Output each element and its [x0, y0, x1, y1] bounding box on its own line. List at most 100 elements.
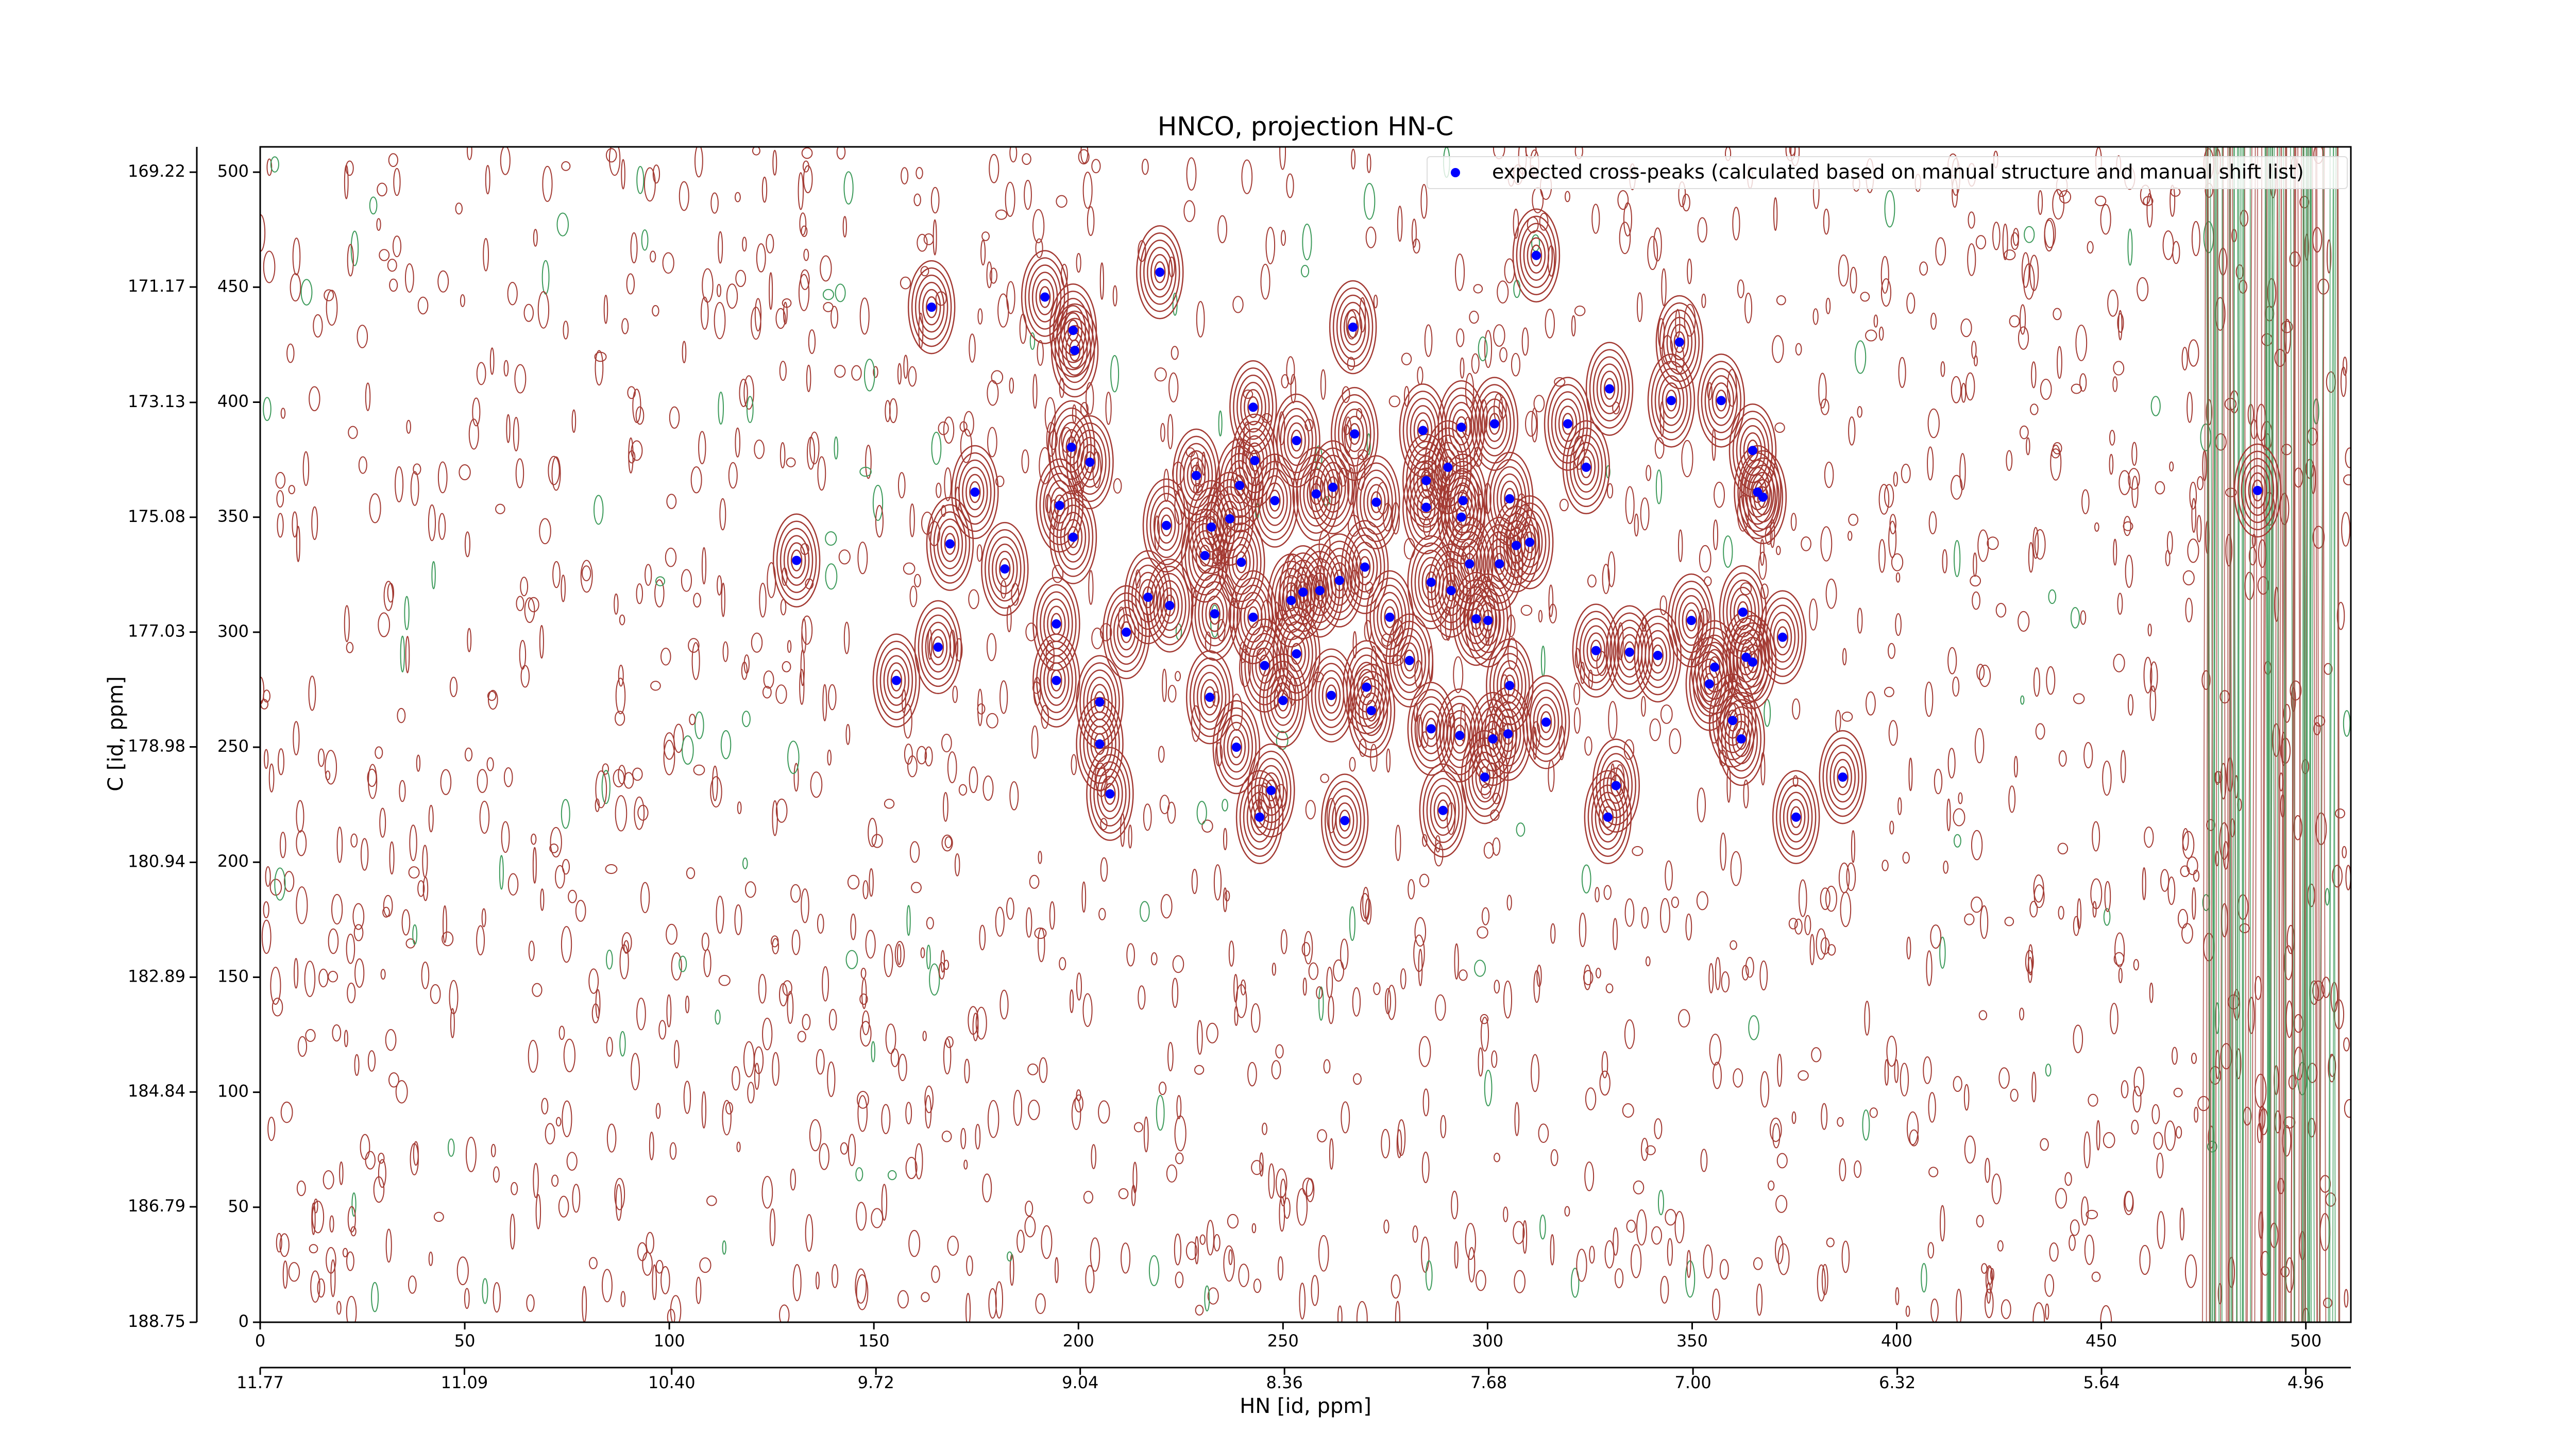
noise-contour: [2049, 1242, 2059, 1262]
peak-contour: [1775, 777, 1817, 857]
noise-contour: [1281, 374, 1289, 389]
noise-contour: [1262, 1122, 1267, 1135]
noise-contour: [1605, 983, 1614, 993]
noise-contour: [459, 464, 471, 480]
noise-contour: [1939, 1205, 1945, 1242]
noise-contour: [803, 248, 809, 261]
noise-contour: [1714, 481, 1725, 508]
noise-contour: [2012, 228, 2020, 246]
noise-contour: [1167, 801, 1176, 824]
noise-contour: [541, 1098, 549, 1115]
noise-contour: [1971, 830, 1983, 861]
noise-contour: [395, 1080, 408, 1104]
noise-contour: [645, 564, 652, 586]
peak-contour: [1142, 478, 1191, 572]
peak-contour: [1235, 770, 1284, 865]
noise-contour: [977, 308, 983, 325]
x-tick-label: 250: [1267, 1331, 1299, 1351]
noise-contour: [417, 296, 429, 315]
noise-contour: [986, 633, 997, 661]
peak-contour: [1083, 711, 1116, 777]
noise-contour: [968, 589, 979, 610]
peak-contour: [1685, 609, 1698, 632]
noise-contour: [1991, 1173, 2002, 1205]
noise-contour: [483, 238, 489, 272]
noise-contour: [2325, 888, 2330, 906]
noise-contour: [1204, 1285, 1210, 1312]
solvent-band: [2217, 147, 2220, 1322]
cross-peak: [1581, 462, 1591, 472]
noise-contour: [1329, 1138, 1334, 1170]
noise-contour: [270, 156, 279, 173]
noise-contour: [1302, 224, 1312, 261]
noise-contour: [503, 767, 513, 787]
noise-contour: [377, 182, 387, 197]
noise-contour: [311, 1202, 316, 1235]
peak-contour: [1143, 240, 1177, 305]
noise-contour: [976, 544, 982, 562]
noise-contour: [938, 421, 949, 435]
noise-contour: [393, 168, 401, 196]
x2-tick-label: 4.96: [2287, 1373, 2324, 1392]
solvent-band: [2297, 147, 2302, 1322]
noise-contour: [603, 294, 608, 324]
noise-contour: [1674, 1211, 1685, 1243]
peak-contour: [1554, 398, 1581, 449]
noise-contour: [2006, 450, 2013, 471]
peak-contour: [1248, 633, 1281, 698]
peak-contour: [1093, 761, 1127, 827]
noise-contour: [308, 676, 316, 711]
peak-contour: [1393, 628, 1426, 694]
noise-contour: [1366, 153, 1371, 173]
peak-contour: [1599, 753, 1633, 818]
noise-contour: [1514, 1270, 1526, 1293]
cross-peak: [1085, 457, 1095, 467]
noise-contour: [279, 1233, 290, 1257]
peak-contour: [1637, 615, 1678, 696]
noise-contour: [1891, 553, 1904, 571]
peak-contour: [1321, 677, 1341, 714]
noise-contour: [2344, 1099, 2351, 1118]
noise-contour: [1538, 610, 1543, 622]
peak-contour: [1069, 339, 1081, 362]
noise-contour: [1506, 895, 1512, 911]
noise-contour: [408, 1275, 417, 1294]
peak-contour: [1058, 317, 1092, 383]
noise-contour: [1550, 923, 1556, 944]
noise-contour: [503, 360, 509, 377]
noise-contour: [2248, 546, 2257, 566]
noise-contour: [296, 526, 300, 562]
noise-contour: [1571, 1268, 1580, 1298]
cross-peak: [1248, 612, 1258, 622]
noise-contour: [1841, 1240, 1850, 1273]
noise-contour: [2118, 310, 2123, 341]
peak-contour: [1084, 451, 1096, 474]
noise-contour: [2050, 444, 2062, 481]
y2-tick-label: 180.94: [128, 851, 185, 871]
noise-contour: [931, 1265, 940, 1283]
noise-contour: [1589, 1245, 1595, 1264]
peak-contour: [1263, 661, 1303, 740]
y2-tick-label: 175.08: [128, 507, 185, 526]
y2-tick-label: 177.03: [128, 621, 185, 641]
noise-contour: [1110, 355, 1120, 393]
noise-contour: [1951, 376, 1962, 403]
peak-contour: [1441, 387, 1482, 467]
noise-contour: [2181, 923, 2193, 944]
noise-contour: [2058, 750, 2067, 767]
noise-contour: [466, 147, 472, 160]
peak-contour: [1573, 442, 1600, 493]
peak-contour: [1822, 737, 1863, 817]
cross-peak: [1235, 481, 1245, 491]
noise-contour: [1998, 1067, 2010, 1089]
noise-contour: [1206, 1022, 1218, 1043]
peak-contour: [1724, 706, 1758, 772]
peak-contour: [2233, 443, 2282, 538]
noise-contour: [450, 1008, 455, 1038]
peak-contour: [1481, 398, 1508, 449]
noise-contour: [834, 365, 846, 378]
noise-contour: [2187, 538, 2199, 563]
noise-contour: [1098, 1100, 1110, 1124]
peak-contour: [2244, 465, 2271, 516]
noise-contour: [1987, 536, 1999, 550]
